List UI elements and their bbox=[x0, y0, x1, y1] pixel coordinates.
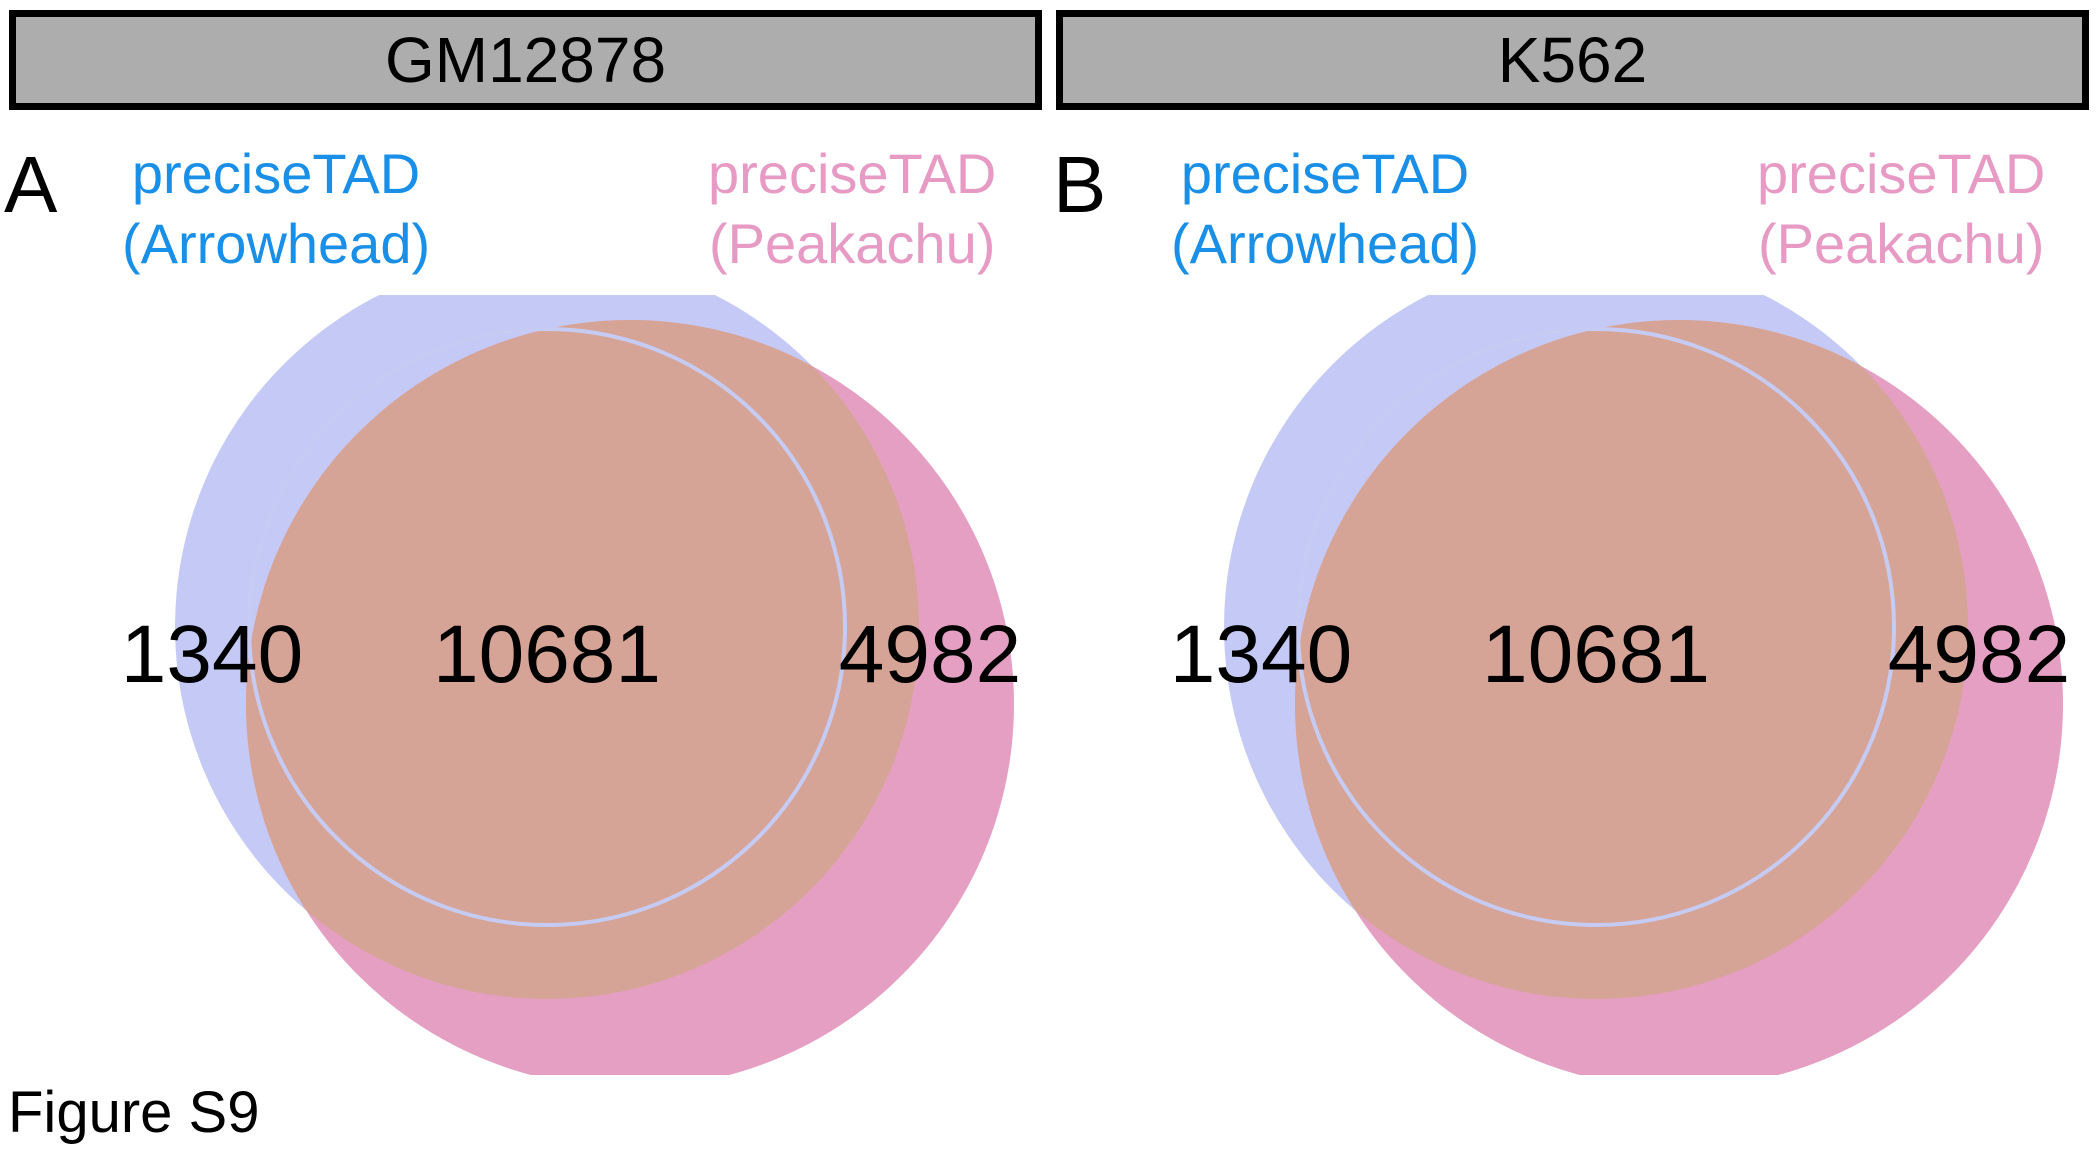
panel-header-k562: K562 bbox=[1056, 10, 2089, 110]
figure-label: Figure S9 bbox=[8, 1080, 260, 1145]
set-b-label-line2: (Peakachu) bbox=[709, 212, 996, 275]
set-b-label-line1: preciseTAD bbox=[1757, 142, 2046, 205]
count-both: 10681 bbox=[1482, 609, 1710, 700]
panel-letter: B bbox=[1053, 140, 1107, 229]
count-only-b: 4982 bbox=[1888, 609, 2070, 700]
set-a-label-line1: preciseTAD bbox=[1180, 142, 1470, 205]
panel-letter: A bbox=[4, 140, 58, 229]
set-a-label: preciseTAD (Arrowhead) bbox=[122, 139, 430, 279]
venn-panel-b: B preciseTAD (Arrowhead) preciseTAD (Pea… bbox=[1049, 115, 2098, 1085]
count-only-a: 1340 bbox=[121, 609, 303, 700]
venn-diagram: 1340 10681 4982 bbox=[1170, 295, 2070, 1075]
header-label: K562 bbox=[1497, 24, 1648, 96]
venn-panel-a: A preciseTAD (Arrowhead) preciseTAD (Pea… bbox=[0, 115, 1049, 1085]
set-b-label: preciseTAD (Peakachu) bbox=[708, 139, 996, 279]
set-a-label-line2: (Arrowhead) bbox=[122, 212, 431, 275]
set-a-label: preciseTAD (Arrowhead) bbox=[1171, 139, 1479, 279]
inner-outline bbox=[1296, 327, 1896, 927]
set-b-label-line2: (Peakachu) bbox=[1758, 212, 2045, 275]
inner-outline bbox=[247, 327, 847, 927]
venn-diagram: 1340 10681 4982 bbox=[121, 295, 1021, 1075]
count-only-a: 1340 bbox=[1170, 609, 1352, 700]
count-both: 10681 bbox=[433, 609, 661, 700]
set-a-label-line2: (Arrowhead) bbox=[1171, 212, 1480, 275]
set-b-label: preciseTAD (Peakachu) bbox=[1757, 139, 2045, 279]
set-a-label-line1: preciseTAD bbox=[131, 142, 421, 205]
header-label: GM12878 bbox=[384, 24, 667, 96]
panel-header-gm12878: GM12878 bbox=[9, 10, 1042, 110]
count-only-b: 4982 bbox=[839, 609, 1021, 700]
set-b-label-line1: preciseTAD bbox=[708, 142, 997, 205]
